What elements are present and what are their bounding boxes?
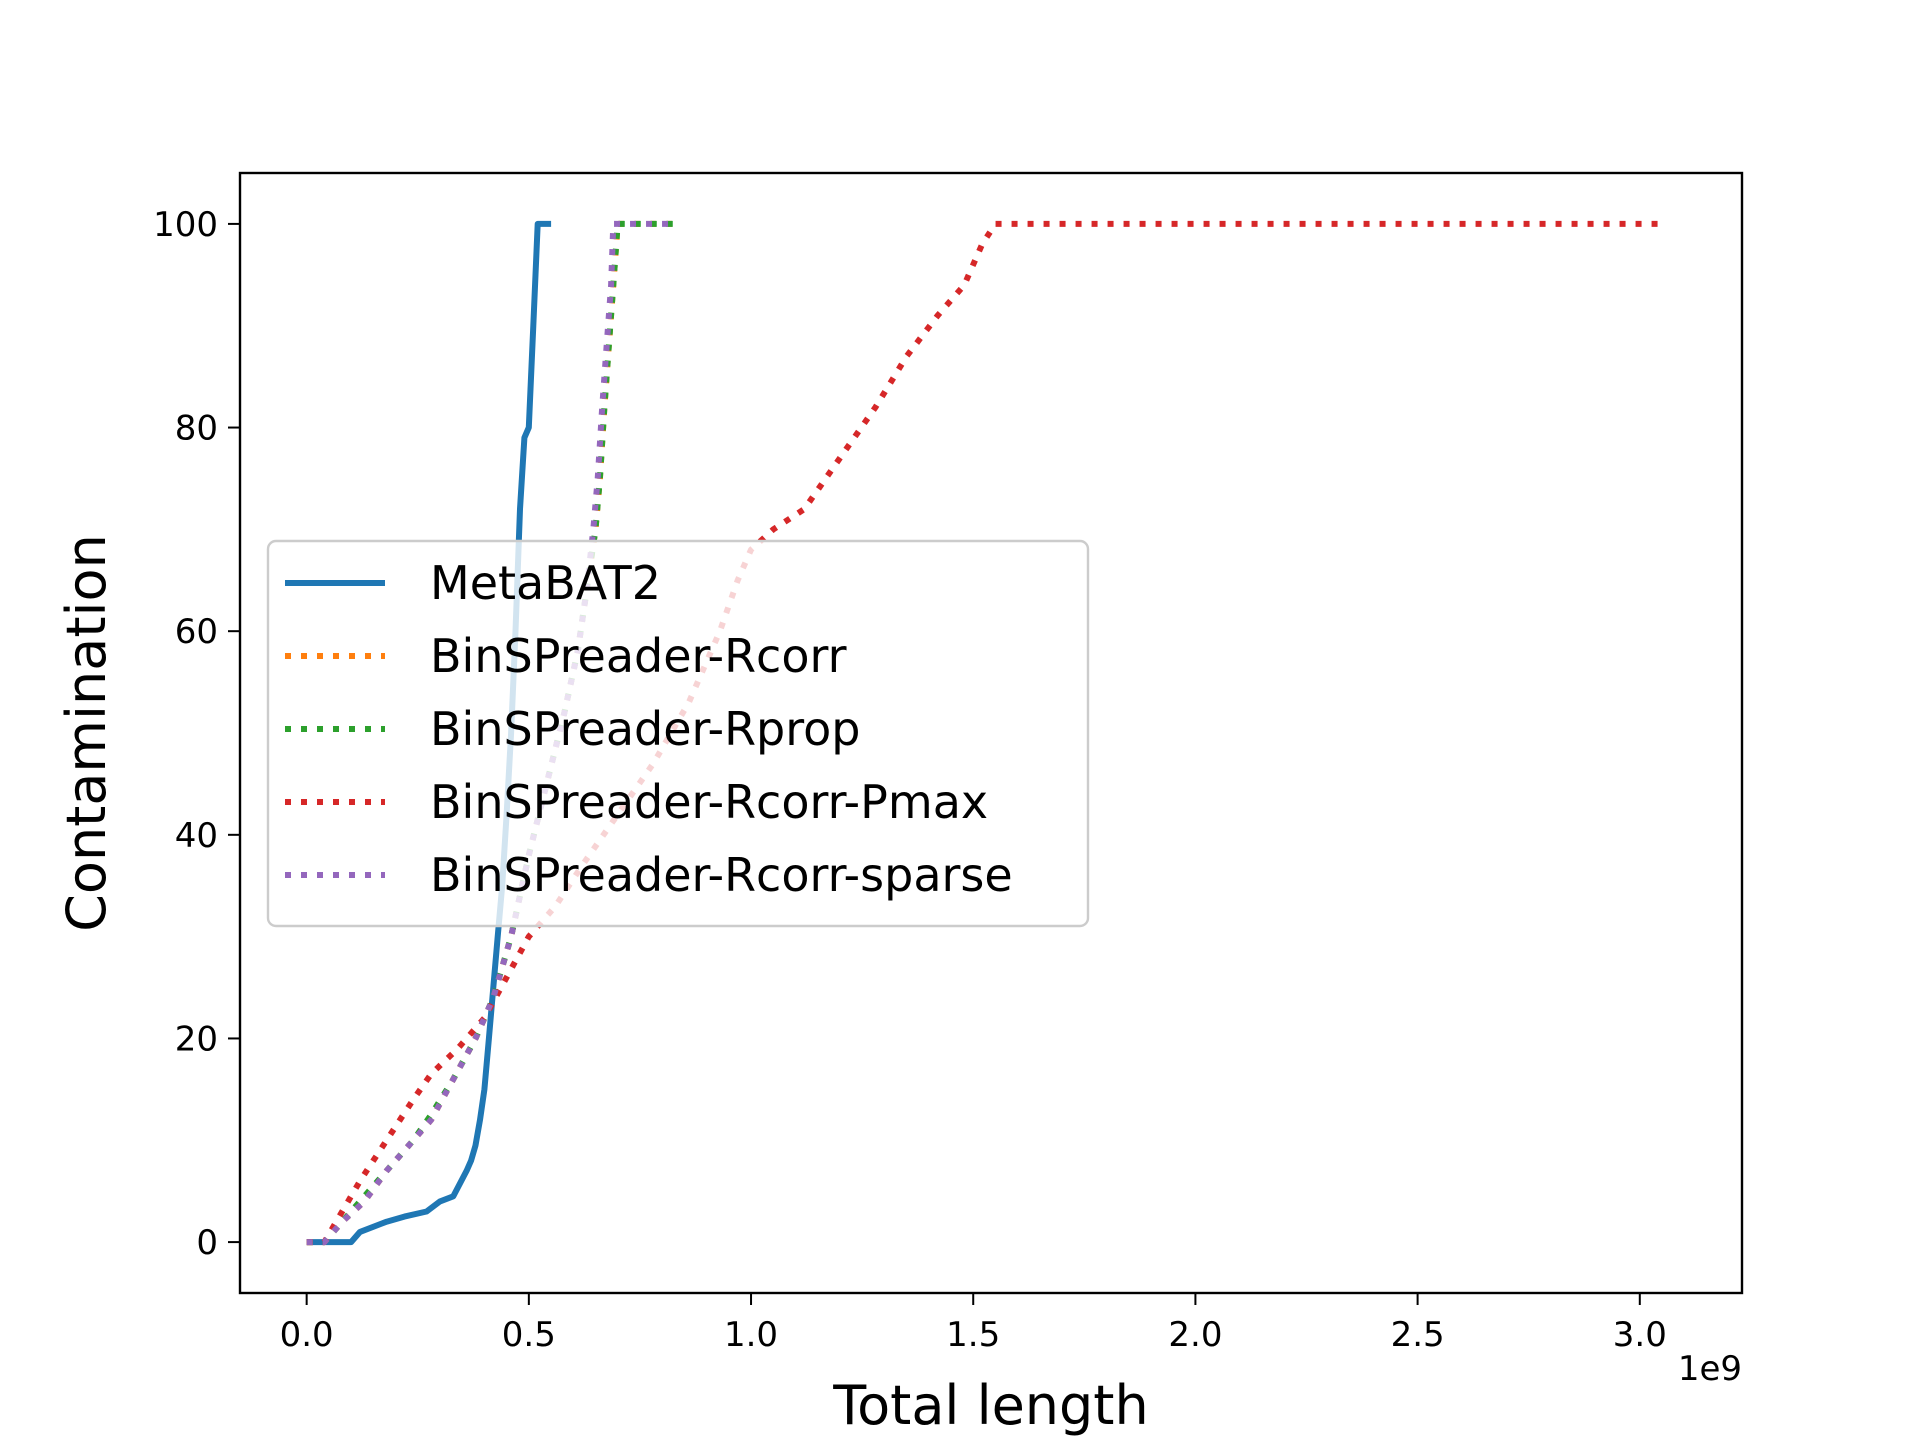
x-tick-label: 2.5 [1391, 1315, 1445, 1355]
x-tick-label: 0.0 [280, 1315, 334, 1355]
legend-label-binspreader-rcorr-pmax: BinSPreader-Rcorr-Pmax [430, 775, 988, 829]
y-tick-label: 20 [175, 1019, 218, 1059]
x-tick-label: 3.0 [1613, 1315, 1667, 1355]
x-tick-label: 1.0 [724, 1315, 778, 1355]
legend-box [266, 539, 1090, 928]
plot-frame [238, 171, 1744, 1295]
x-tick-label: 2.0 [1168, 1315, 1222, 1355]
y-tick-label: 0 [196, 1223, 218, 1263]
y-tick-label: 60 [175, 612, 218, 652]
x-tick-label: 0.5 [502, 1315, 556, 1355]
y-tick-label: 40 [175, 816, 218, 856]
y-tick-label: 100 [153, 205, 218, 245]
legend-label-binspreader-rprop: BinSPreader-Rprop [430, 702, 861, 756]
y-tick-label: 80 [175, 409, 218, 449]
series-line-binspreader-rcorr-sparse [306, 220, 676, 1246]
legend-label-binspreader-rcorr-sparse: BinSPreader-Rcorr-sparse [430, 848, 1013, 902]
x-tick-label: 1.5 [946, 1315, 1000, 1355]
x-axis-label: Total length [832, 1374, 1148, 1437]
y-axis-label: Contamination [55, 534, 118, 932]
x-axis: 0.0 0.5 1.0 1.5 2.0 2.5 3.0 [280, 1293, 1667, 1355]
x-offset-label: 1e9 [1678, 1349, 1742, 1389]
series-line-binspreader-rcorr-pmax [306, 220, 1662, 1246]
y-axis: 0 20 40 60 80 100 [153, 205, 240, 1263]
legend: MetaBAT2 BinSPreader-Rcorr BinSPreader-Rpr… [266, 539, 1090, 928]
legend-label-metabat2: MetaBAT2 [430, 556, 661, 610]
legend-label-binspreader-rcorr: BinSPreader-Rcorr [430, 629, 847, 683]
series-line-metabat2 [306, 220, 552, 1246]
